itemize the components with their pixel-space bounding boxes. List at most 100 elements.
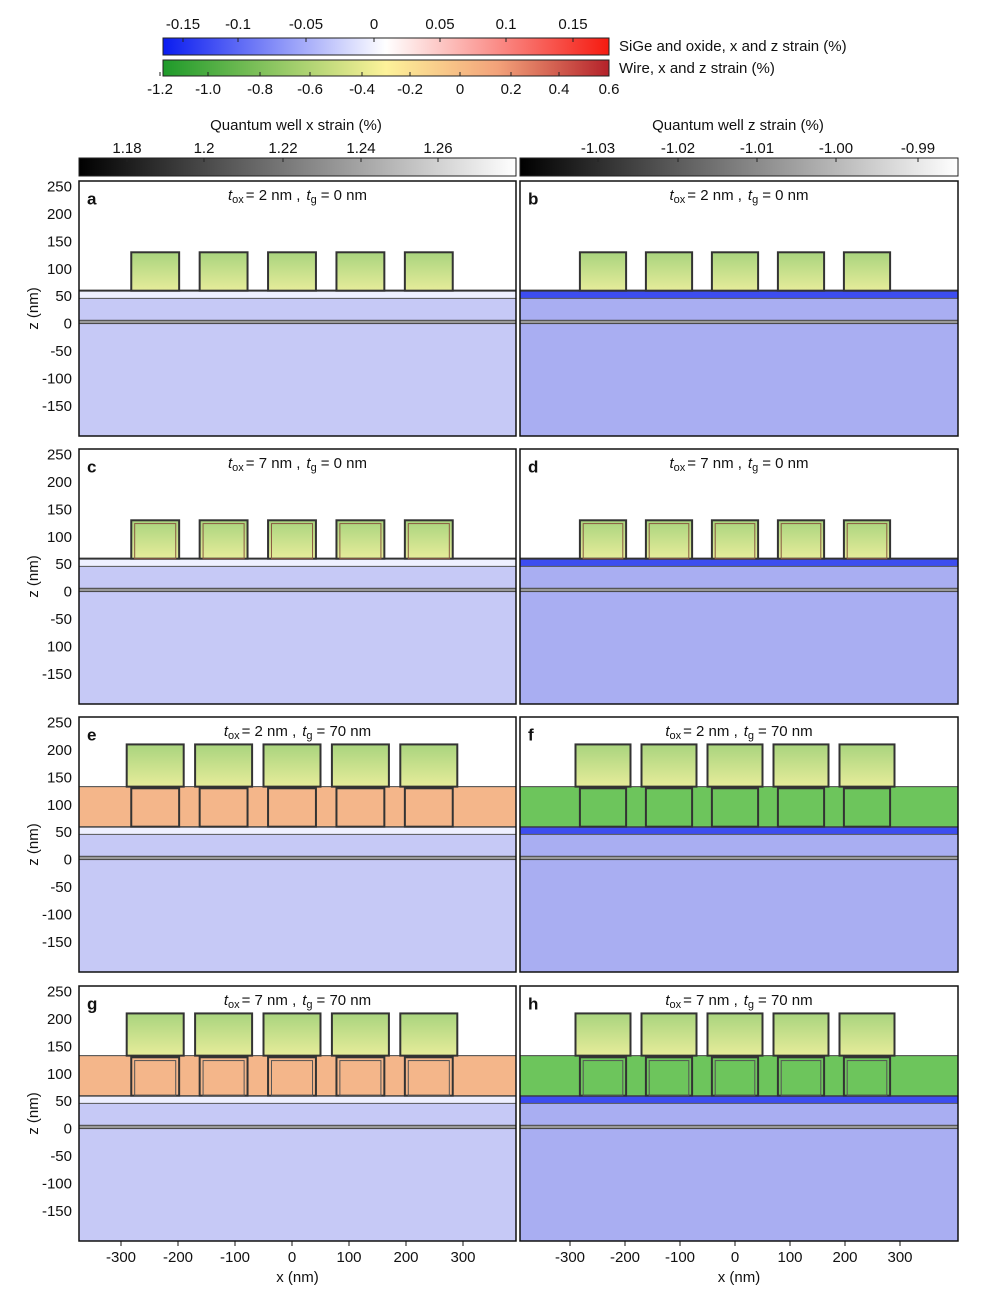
parameter-text: g: [752, 462, 758, 474]
parameter-text: t: [228, 455, 233, 472]
substrate: [79, 1095, 516, 1241]
colorbar-tick-label: 0.2: [501, 81, 522, 98]
y-tick-label: 150: [47, 769, 72, 786]
colorbar-label: Wire, x and z strain (%): [619, 60, 775, 77]
y-tick-label: -100: [42, 1175, 72, 1192]
colorbar-qw-x: [78, 157, 517, 177]
parameter-text: t: [224, 992, 229, 1009]
panel-frame: [519, 180, 959, 437]
upper-wire: [194, 1012, 254, 1057]
y-tick-label: -150: [42, 1203, 72, 1220]
panel-frame: [519, 448, 959, 705]
oxide-shell: [339, 523, 382, 560]
colorbar-tick-label: 1.24: [346, 140, 375, 157]
upper-wire: [640, 743, 698, 788]
panel-label: b: [528, 189, 538, 208]
upper-wire: [706, 743, 764, 788]
lower-wire: [403, 787, 454, 828]
panel-parameters: tox = 7 nm , tg = 70 nm: [665, 992, 812, 1011]
upper-wire: [574, 743, 632, 788]
parameter-text: = 7 nm ,: [687, 455, 742, 472]
quantum-well-band: [520, 1095, 958, 1104]
lower-wire: [644, 787, 694, 828]
upper-wire: [706, 1012, 764, 1057]
y-tick-label: 0: [64, 584, 72, 601]
parameter-text: g: [752, 194, 758, 206]
oxide-shell: [202, 523, 245, 560]
parameter-text: = 0 nm: [762, 455, 808, 472]
y-axis-label: z (nm): [25, 823, 42, 866]
y-axis-label: z (nm): [25, 555, 42, 598]
y-tick-label: -100: [42, 370, 72, 387]
colorbar-label: SiGe and oxide, x and z strain (%): [619, 38, 847, 55]
buffer-band: [519, 855, 959, 861]
y-tick-label: 200: [47, 742, 72, 759]
oxide-shell: [714, 523, 756, 560]
gate-layer: [519, 1055, 959, 1097]
panel-frame: [78, 180, 517, 437]
wire: [335, 251, 386, 292]
colorbar-title: Quantum well x strain (%): [210, 117, 382, 134]
parameter-text: = 2 nm ,: [687, 187, 742, 204]
wire: [842, 251, 892, 292]
x-tick-label: -200: [163, 1249, 193, 1266]
oxide-shell: [270, 1060, 314, 1097]
colorbar-qw-z: [519, 157, 959, 177]
buffer-band: [78, 319, 517, 325]
oxide-shell: [648, 1060, 690, 1097]
colorbar-wire: [162, 59, 610, 77]
x-tick-label: -200: [610, 1249, 640, 1266]
y-tick-label: 150: [47, 501, 72, 518]
upper-wire: [125, 1012, 185, 1057]
x-axis-label: x (nm): [276, 1269, 319, 1286]
oxide-shell: [407, 523, 450, 560]
colorbar-tick-label: 0.4: [549, 81, 570, 98]
panel-frame: [78, 716, 517, 973]
parameter-text: t: [306, 187, 311, 204]
parameter-text: ox: [670, 730, 682, 742]
lower-wire: [578, 787, 628, 828]
gate-layer: [78, 1055, 517, 1097]
parameter-text: ox: [228, 999, 240, 1011]
y-tick-label: 250: [47, 179, 72, 196]
upper-wire: [640, 1012, 698, 1057]
y-tick-label: 0: [64, 316, 72, 333]
oxide-shell: [714, 1060, 756, 1097]
y-tick-label: 250: [47, 715, 72, 732]
panel-label: g: [87, 994, 97, 1013]
colorbar-tick-label: -1.00: [819, 140, 853, 157]
parameter-text: t: [748, 187, 753, 204]
panel-label: a: [87, 189, 97, 208]
wire: [267, 519, 317, 560]
parameter-text: = 7 nm ,: [683, 992, 738, 1009]
upper-wire: [772, 1012, 830, 1057]
parameter-text: t: [665, 992, 670, 1009]
x-tick-label: 300: [887, 1249, 912, 1266]
colorbar-tick-label: 0: [370, 16, 378, 33]
colorbar-tick-label: 0.6: [599, 81, 620, 98]
parameter-text: g: [306, 730, 312, 742]
wire: [198, 251, 249, 292]
y-tick-label: 50: [55, 824, 72, 841]
parameter-text: ox: [232, 462, 244, 474]
wire: [267, 251, 317, 292]
quantum-well-band: [520, 826, 958, 835]
y-tick-label: 100: [47, 638, 72, 655]
y-tick-label: 100: [47, 797, 72, 814]
x-tick-label: 200: [393, 1249, 418, 1266]
panel-parameters: tox = 2 nm , tg = 70 nm: [665, 723, 812, 742]
panel-parameters: tox = 7 nm , tg = 0 nm: [670, 455, 809, 474]
parameter-text: = 70 nm: [758, 992, 813, 1009]
parameter-text: ox: [670, 999, 682, 1011]
parameter-text: g: [311, 194, 317, 206]
colorbar-tick-label: -0.4: [349, 81, 375, 98]
y-tick-label: -50: [50, 343, 72, 360]
parameter-text: = 2 nm ,: [246, 187, 301, 204]
gate-layer: [519, 786, 959, 828]
lower-wire: [335, 787, 386, 828]
oxide-shell: [134, 1060, 177, 1097]
upper-wire: [772, 743, 830, 788]
parameter-text: t: [744, 992, 749, 1009]
y-tick-label: 150: [47, 233, 72, 250]
